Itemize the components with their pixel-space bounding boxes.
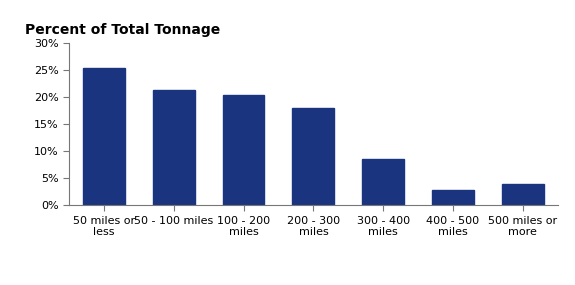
Bar bbox=[153, 90, 195, 205]
Text: Percent of Total Tonnage: Percent of Total Tonnage bbox=[25, 23, 220, 37]
Bar bbox=[362, 159, 404, 205]
Bar bbox=[223, 95, 264, 205]
Bar bbox=[502, 184, 544, 205]
Bar bbox=[432, 190, 474, 205]
Bar bbox=[83, 68, 125, 205]
Bar bbox=[293, 108, 334, 205]
